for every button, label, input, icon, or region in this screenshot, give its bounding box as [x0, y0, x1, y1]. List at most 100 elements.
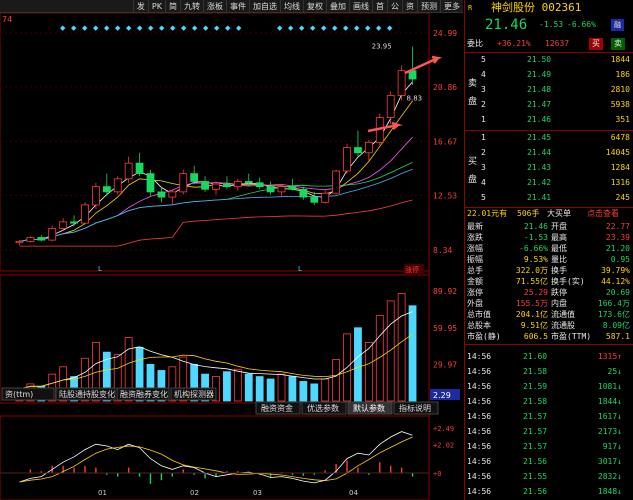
- stat-row-6-cell-3: 20.69: [605, 288, 630, 297]
- tick-row-2-cell-2: 1081↓: [597, 382, 622, 391]
- sell-side-label-b: 盘: [465, 96, 633, 108]
- tick-row-6-cell-0: 14:56: [467, 442, 492, 451]
- candle-25: [288, 186, 297, 190]
- tick-row-2-cell-0: 14:56: [467, 382, 492, 391]
- event-diamond-11: ◆: [181, 24, 187, 32]
- ask-level-2-cell-1: 21.47: [527, 100, 552, 109]
- y-tick-3: 12.53: [433, 191, 457, 200]
- stat-row-7: 外盘 155.5万 内盘 166.4万: [465, 298, 633, 309]
- webi-line-cell-4[interactable]: 卖: [611, 38, 625, 50]
- stat-row-6-cell-0: 涨停: [467, 288, 483, 297]
- toolbar-item-12[interactable]: 公: [387, 0, 402, 13]
- tick-row-3-cell-0: 14:56: [467, 397, 492, 406]
- ask-level-1-cell-2: 351: [615, 115, 630, 124]
- toolbar-item-14[interactable]: 预测: [417, 0, 440, 13]
- stat-row-7-cell-3: 166.4万: [597, 299, 630, 308]
- toolbar-item-7[interactable]: 均线: [280, 0, 303, 13]
- tick-row-9-cell-1: 21.56: [523, 487, 548, 496]
- stat-row-8-cell-3: 173.6亿: [597, 310, 630, 319]
- sell-side-label-a: 卖: [465, 78, 633, 90]
- volume-bar-19: [223, 371, 231, 402]
- toolbar-item-9[interactable]: 叠加: [326, 0, 349, 13]
- candle-7: [91, 186, 100, 206]
- candle-10: [124, 162, 133, 180]
- toolbar-item-0[interactable]: 发: [132, 0, 148, 13]
- tick-row-3-cell-2: 1844↓: [597, 397, 622, 406]
- event-diamond-24: ◆: [354, 24, 360, 32]
- webi-line-cell-3[interactable]: 买: [589, 38, 603, 50]
- stat-row-4-cell-1: 322.0万: [515, 266, 548, 275]
- event-diamond-21: ◆: [321, 24, 327, 32]
- tick-row-6-cell-2: 917↓: [602, 442, 622, 451]
- stat-row-8-cell-2: 流通值: [551, 310, 575, 319]
- toolbar-item-1[interactable]: PK: [147, 0, 165, 13]
- stat-row-3-cell-3: 0.95: [610, 255, 630, 264]
- event-diamond-23: ◆: [343, 24, 349, 32]
- ask-level-1-cell-1: 21.46: [527, 115, 552, 124]
- bid-level-5: 5 21.41 245: [465, 192, 633, 204]
- tick-row-0-cell-2: 1315↑: [597, 352, 622, 361]
- stat-row-3: 振幅 9.53% 量比 0.95: [465, 254, 633, 265]
- candle-30: [343, 147, 351, 172]
- tick-row-6: 14:56 21.57 917↓: [465, 441, 633, 453]
- toolbar-item-2[interactable]: 简: [165, 0, 180, 13]
- stat-row-1: 涨跌 -1.53 最高 23.39: [465, 232, 633, 243]
- toolbar-item-13[interactable]: 资: [402, 0, 417, 13]
- bid-level-2-cell-1: 21.44: [527, 148, 552, 157]
- candle-32: [364, 141, 373, 154]
- bid-level-2-cell-2: 14045: [605, 148, 630, 157]
- separator-1: [465, 130, 633, 131]
- candle-4: [59, 221, 68, 229]
- event-diamond-2: ◆: [82, 24, 88, 32]
- ma-line-20: [19, 162, 413, 242]
- event-diamond-1: ◆: [71, 24, 77, 32]
- toolbar-item-5[interactable]: 事件: [226, 0, 249, 13]
- toolbar-item-8[interactable]: 复权: [303, 0, 326, 13]
- limit-label: 涨停: [405, 265, 419, 274]
- stat-row-8: 总市值 204.1亿 流通值 173.6亿: [465, 309, 633, 320]
- ask-level-4-cell-1: 21.49: [527, 70, 552, 79]
- candle-6: [81, 204, 89, 224]
- stat-row-4: 总手 322.0万 换手 39.79%: [465, 265, 633, 276]
- stat-row-9: 总股本 9.51亿 流通股 8.09亿: [465, 320, 633, 331]
- bid-level-4-cell-2: 1316: [610, 178, 630, 187]
- event-diamond-20: ◆: [310, 24, 316, 32]
- ask-level-2-cell-0: 2: [481, 100, 486, 109]
- webi-line-cell-2: 12637: [545, 39, 570, 48]
- candle-23: [266, 186, 275, 193]
- tick-row-5: 14:56 21.57 2173↓: [465, 426, 633, 438]
- x-mark-1: L: [298, 265, 302, 273]
- toolbar-item-15[interactable]: 更多: [440, 0, 463, 13]
- tick-row-8: 14:56 21.55 2832↓: [465, 471, 633, 483]
- macd-tab-0: 融资资金: [261, 403, 293, 413]
- kline-chart[interactable]: 24.99 20.86 16.67 12.53 8.34 74 ◆ ◆ ◆ ◆ ◆ ◆ ◆ ◆ ◆ ◆ ◆ ◆ ◆ ◆…: [0, 12, 463, 500]
- top-label: 74: [2, 15, 12, 24]
- vol-tick-2: 29.97: [433, 360, 457, 369]
- macd-tab-1: 优选参数: [307, 403, 339, 413]
- ask-level-3: 3 21.48 2810: [465, 84, 633, 96]
- event-diamond-0: ◆: [60, 24, 66, 32]
- volume-bar-26: [299, 381, 308, 402]
- toolbar-item-11[interactable]: 首: [372, 0, 387, 13]
- bid-level-3: 3 21.43 1284: [465, 162, 633, 174]
- tick-row-7: 14:56 21.56 3017↓: [465, 456, 633, 468]
- macd-frame: [0, 415, 430, 500]
- chart-area[interactable]: 24.99 20.86 16.67 12.53 8.34 74 ◆ ◆ ◆ ◆ ◆ ◆ ◆ ◆ ◆ ◆ ◆ ◆ ◆ ◆…: [0, 12, 463, 500]
- toolbar-item-4[interactable]: 涨板: [203, 0, 226, 13]
- stat-row-3-cell-2: 量比: [551, 255, 567, 264]
- toolbar-item-10[interactable]: 画线: [349, 0, 372, 13]
- ma-line-5: [19, 100, 413, 242]
- macd-dif: [19, 431, 413, 484]
- ask-level-3-cell-1: 21.48: [527, 85, 552, 94]
- toolbar-item-6[interactable]: 加自选: [249, 0, 280, 13]
- stat-row-7-cell-2: 内盘: [551, 299, 567, 308]
- buy-side-label-a-cell-0: 买: [468, 157, 478, 167]
- toolbar-item-3[interactable]: 九转: [180, 0, 203, 13]
- candle-1: [26, 237, 35, 242]
- tick-row-4-cell-1: 21.57: [523, 412, 548, 421]
- big-order-banner-cell-2: 大买单: [547, 209, 571, 218]
- ask-level-5-cell-1: 21.50: [527, 55, 552, 64]
- big-order-banner-cell-3[interactable]: 点击查看: [587, 209, 619, 218]
- stat-row-9-cell-0: 总股本: [467, 321, 491, 330]
- volume-bar-6: [81, 357, 89, 402]
